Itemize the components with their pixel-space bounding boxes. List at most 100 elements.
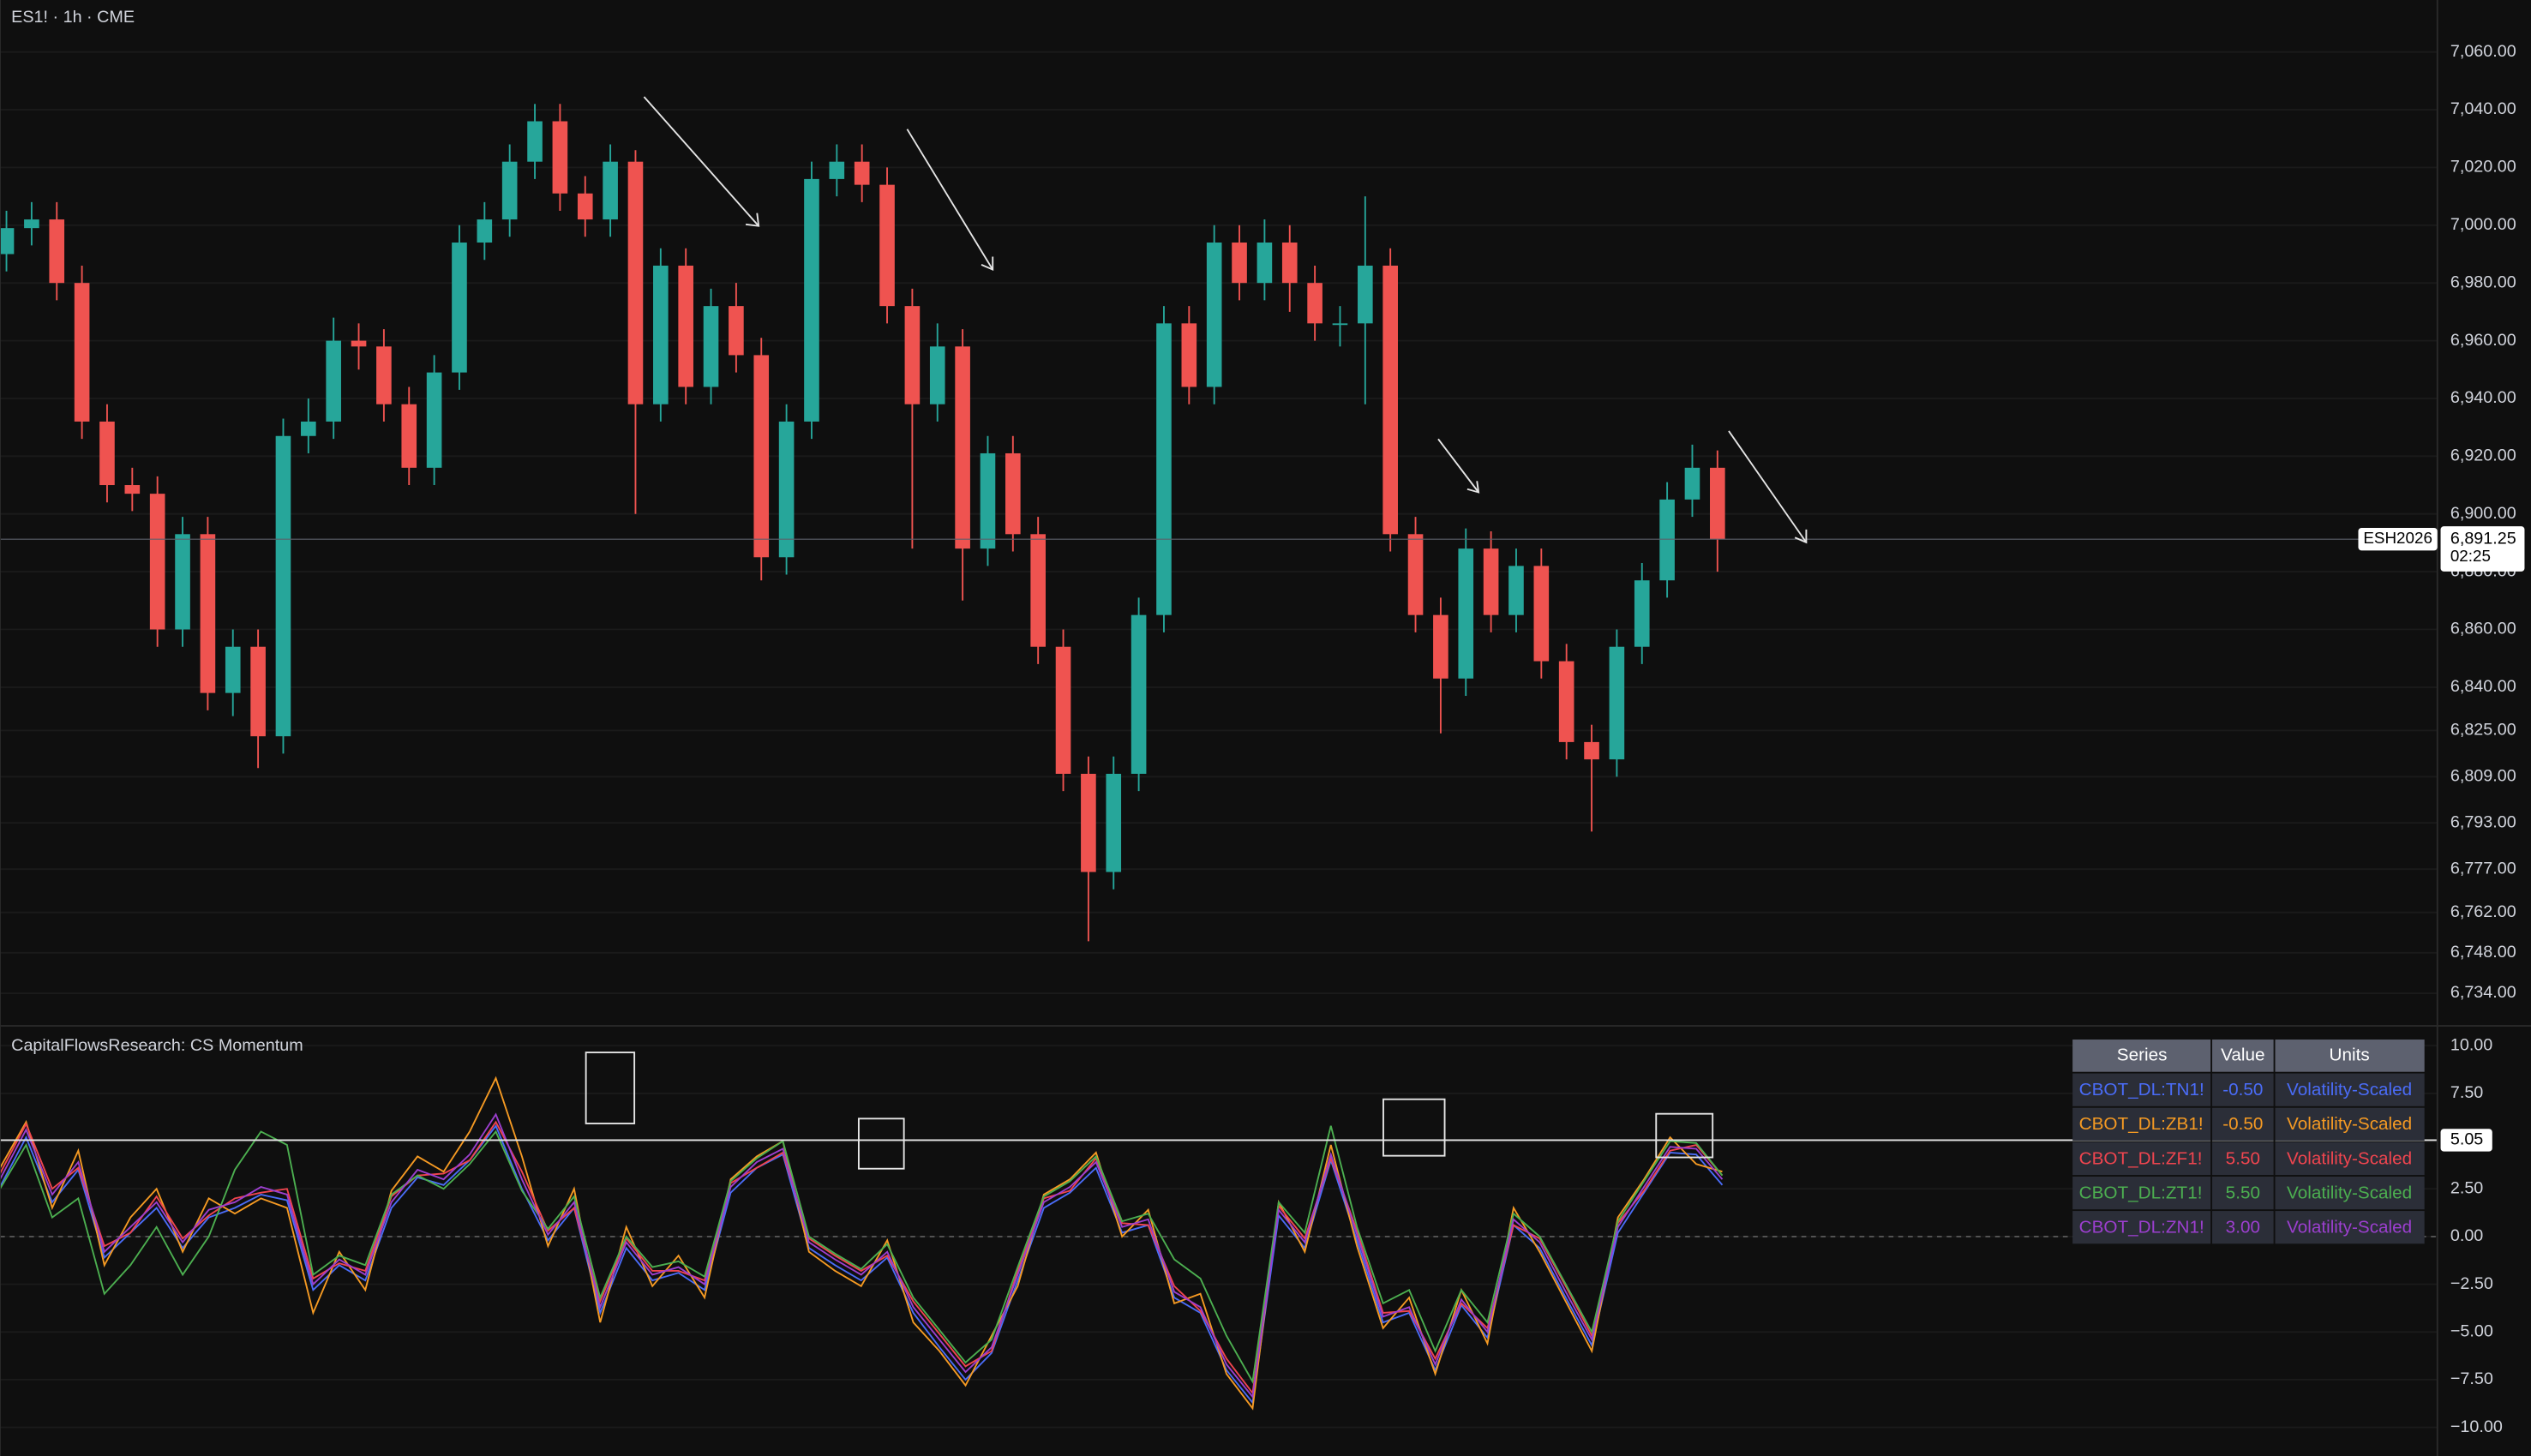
y-tick-label: 6,920.00 [2450,446,2516,465]
table-value: 5.50 [2226,1148,2260,1168]
table-series-name: CBOT_DL:ZB1! [2079,1114,2204,1134]
candle-body [1533,566,1550,662]
marks [0,104,2438,1411]
arrow [906,129,994,271]
candle-body [980,452,996,549]
candle-body [326,340,341,422]
candle-body [1609,646,1625,760]
table-units: Volatility-Scaled [2287,1148,2412,1168]
candle-body [1081,773,1096,872]
table-series-name: CBOT_DL:ZT1! [2079,1183,2203,1202]
candle-body [477,219,493,243]
table-row-bg [2072,1141,2425,1176]
candle-body [1584,741,1599,760]
table-row-bg [2072,1073,2425,1106]
candle-body [729,306,744,356]
candle-body [24,219,39,229]
candle-body [678,265,693,387]
y-tick-label: 6,940.00 [2450,388,2516,407]
y-tick-label: 0.00 [2450,1226,2483,1245]
chart-title: ES1! · 1h · CME [11,8,135,27]
candle-body [1005,452,1021,535]
annotations [585,96,1808,1170]
y-tick-label: 10.00 [2450,1035,2492,1054]
candle-body [603,161,618,220]
y-tick-label: 6,762.00 [2450,902,2516,921]
candle-body [854,161,870,185]
highlight-box [1655,1112,1714,1159]
labels: 7,060.00 7,040.00 7,020.00 7,000.00 6,980.00… [2072,42,2525,1436]
last-price-label: 6,891.25 [2450,529,2516,548]
y-tick-label: −7.50 [2450,1369,2493,1388]
candle-body [1358,265,1373,324]
momentum-line [0,1112,1724,1399]
candle-body [1106,773,1122,872]
y-tick-label: −5.00 [2450,1321,2493,1340]
symbol-tag-bg [2358,528,2438,551]
candle-body [527,121,543,162]
table-header-bg [2072,1040,2425,1072]
table-header: Series [2117,1045,2168,1064]
candle-body [1030,534,1046,647]
level-label-bg [2440,1129,2492,1152]
candle-body [1558,661,1574,742]
candle-body [1634,580,1650,647]
momentum-line [0,1125,1724,1384]
momentum-line [0,1120,1724,1395]
arrow [1728,430,1808,543]
y-tick-label: 6,840.00 [2450,677,2516,696]
symbol-tag: ESH2026 [2363,529,2432,547]
table-header: Units [2330,1045,2370,1064]
y-tick-label: 2.50 [2450,1178,2483,1197]
arrow [643,96,759,227]
candle-body [829,161,845,179]
candle-body [1055,646,1071,774]
candle-body [1483,548,1499,615]
candle-body [929,346,945,404]
arrow [1437,438,1479,494]
candle-body [426,372,442,468]
table-series-name: CBOT_DL:TN1! [2079,1080,2204,1099]
candle-body [1659,499,1675,581]
y-tick-label: 6,809.00 [2450,767,2516,786]
candle-body [301,421,316,436]
y-tick-label: 6,860.00 [2450,620,2516,638]
y-tick-label: 6,980.00 [2450,273,2516,291]
candle-body [1206,243,1222,387]
level-label: 5.05 [2450,1130,2483,1149]
momentum-line [0,1076,1723,1411]
candle-body [1407,534,1424,615]
candle-body [955,346,970,549]
y-tick-label: 7,020.00 [2450,158,2516,177]
indicator-title: CapitalFlowsResearch: CS Momentum [11,1036,303,1055]
candle-body [1257,243,1273,284]
candle-body [1508,566,1524,615]
candle-body [225,646,241,693]
y-tick-label: 7.50 [2450,1083,2483,1102]
table-value: 3.00 [2226,1218,2260,1237]
candle-body [99,421,115,486]
table-row-bg [2072,1176,2425,1210]
table-value: -0.50 [2222,1080,2263,1099]
candle-body [879,184,895,307]
y-tick-label: 7,060.00 [2450,42,2516,61]
candle-body [74,283,90,422]
candle-body [0,228,15,255]
table-units: Volatility-Scaled [2287,1080,2412,1099]
table-value: 5.50 [2226,1183,2260,1202]
last-price-bg [2440,526,2525,572]
highlight-box [1382,1098,1446,1157]
table-series-name: CBOT_DL:ZF1! [2079,1148,2203,1168]
candle-body [753,355,770,558]
y-tick-label: 7,040.00 [2450,99,2516,118]
candle-body [552,121,568,194]
candle-body [1458,548,1474,679]
y-tick-label: 6,900.00 [2450,504,2516,523]
y-tick-label: −10.00 [2450,1417,2503,1436]
candle-body [200,534,216,693]
table-units: Volatility-Scaled [2287,1183,2412,1202]
highlight-box [857,1117,905,1170]
y-tick-label: 6,960.00 [2450,331,2516,350]
candle-body [1307,283,1322,324]
countdown: 02:25 [2450,547,2491,565]
